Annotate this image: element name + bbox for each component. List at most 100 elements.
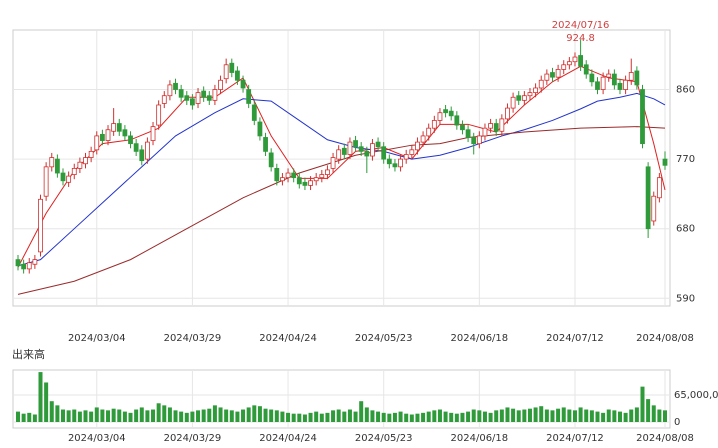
volume-bar <box>111 408 116 422</box>
candle-body <box>21 263 27 270</box>
volume-bar <box>522 409 527 422</box>
volume-bar <box>196 410 201 422</box>
volume-bar <box>156 403 161 422</box>
volume-bar <box>179 411 184 422</box>
volume-bar <box>190 411 195 422</box>
candle-body <box>381 146 387 160</box>
x-tick-label: 2024/03/29 <box>164 433 222 444</box>
volume-bar <box>398 411 403 422</box>
volume-bar <box>437 409 442 422</box>
volume-bar <box>404 413 409 422</box>
candle-body <box>88 150 94 158</box>
candle-body <box>71 167 77 175</box>
candle-body <box>555 69 561 78</box>
candle-body <box>83 157 88 165</box>
candle-body <box>454 115 460 126</box>
volume-bar <box>409 414 414 422</box>
candle-body <box>251 104 257 121</box>
volume-bar <box>117 409 122 422</box>
candle-body <box>482 127 488 137</box>
candle-body <box>223 64 229 80</box>
annotation-value: 924.8 <box>566 33 595 44</box>
candle-body <box>330 157 336 169</box>
candle-body <box>606 73 612 78</box>
volume-bar <box>449 412 454 422</box>
candle-body <box>353 140 358 148</box>
volume-bar <box>595 411 600 422</box>
candle-body <box>15 259 21 267</box>
candle-body <box>122 129 128 137</box>
volume-bar <box>612 410 617 422</box>
candle-body <box>156 104 162 126</box>
candle-body <box>54 158 60 174</box>
volume-bar <box>589 410 594 422</box>
volume-bar <box>257 406 262 422</box>
volume-bar <box>421 412 426 422</box>
candle-body <box>94 135 100 151</box>
candle-body <box>43 166 49 197</box>
candle-body <box>274 167 280 182</box>
candle-body <box>471 137 477 145</box>
candle-body <box>111 123 117 132</box>
candle-body <box>589 73 595 83</box>
volume-bar <box>651 405 656 422</box>
candle-body <box>409 149 415 155</box>
candle-body <box>516 95 522 101</box>
volume-bar <box>167 407 172 422</box>
volume-bar <box>415 413 420 422</box>
candle-body <box>510 96 516 109</box>
x-tick-label: 2024/06/18 <box>451 333 509 344</box>
candle-body <box>325 169 330 175</box>
volume-bar <box>308 412 313 422</box>
candle-body <box>431 120 437 129</box>
volume-bar <box>646 399 651 422</box>
candle-body <box>105 129 111 141</box>
volume-bar <box>550 410 555 422</box>
volume-bar <box>280 411 285 422</box>
candle-body <box>190 98 195 106</box>
volume-bar <box>381 412 386 422</box>
candle-body <box>640 89 645 145</box>
volume-bar <box>567 409 572 422</box>
candle-body <box>398 158 403 168</box>
volume-bar <box>94 407 99 422</box>
volume-bar <box>499 409 504 422</box>
volume-bar <box>319 413 324 422</box>
volume-bar <box>432 410 437 422</box>
candle-body <box>533 87 538 94</box>
candle-body <box>493 123 499 132</box>
y-tick-label: 680 <box>676 224 695 235</box>
candle-body <box>133 143 139 152</box>
volume-bar <box>224 409 229 422</box>
candle-body <box>167 84 173 97</box>
volume-bar <box>331 410 336 422</box>
y-tick-label: 590 <box>676 293 695 304</box>
volume-bar <box>162 405 167 422</box>
volume-bar <box>302 414 307 422</box>
candle-body <box>645 166 651 230</box>
volume-bar <box>286 412 291 422</box>
volume-bar <box>269 409 274 422</box>
volume-bar <box>376 411 381 422</box>
x-tick-label: 2024/08/08 <box>636 333 694 344</box>
volume-bar <box>663 410 667 422</box>
volume-bar <box>134 409 139 422</box>
candle-body <box>178 89 184 98</box>
volume-bar <box>106 410 111 422</box>
volume-bar <box>122 411 127 422</box>
candle-body <box>38 198 43 253</box>
candle-body <box>634 70 640 86</box>
volume-bar <box>44 382 49 422</box>
candle-body <box>527 92 533 97</box>
candle-body <box>476 135 482 145</box>
candle-body <box>538 79 544 89</box>
volume-bar <box>218 407 223 422</box>
volume-bar <box>623 412 628 422</box>
candle-body <box>263 137 268 152</box>
candle-body <box>235 70 240 81</box>
candle-body <box>347 141 353 155</box>
volume-bar <box>325 412 330 422</box>
candle-body <box>128 135 133 145</box>
